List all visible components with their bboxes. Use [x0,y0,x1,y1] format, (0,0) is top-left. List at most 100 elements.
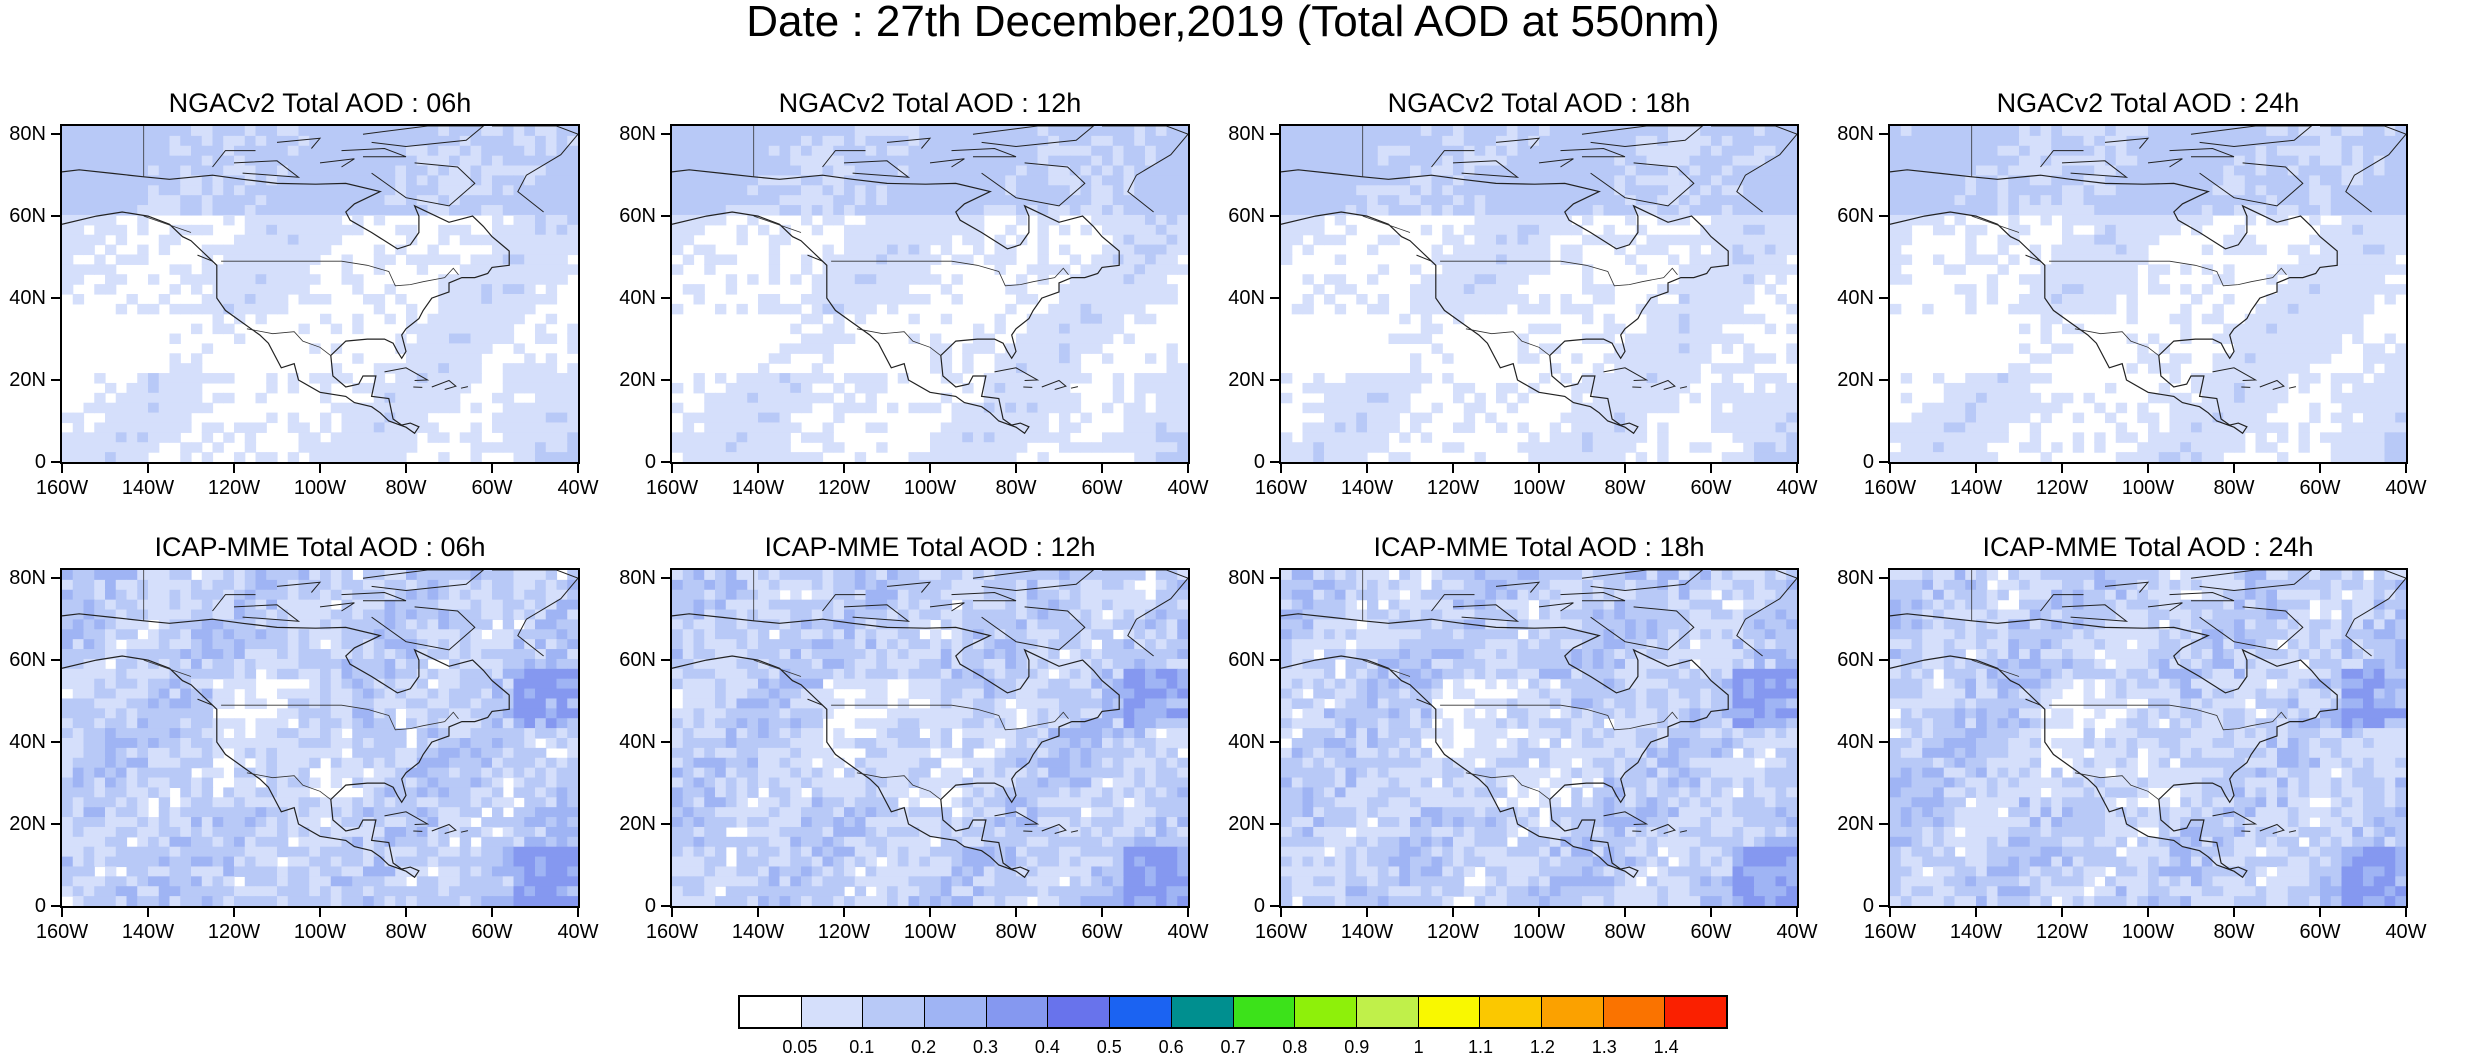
aod-cell [2116,422,2127,432]
aod-cell [1518,422,1529,432]
aod-cell [812,393,823,403]
aod-cell [137,254,148,264]
aod-field [62,126,578,462]
aod-cell [2159,432,2170,442]
aod-cell [780,195,791,205]
aod-cell [288,205,299,215]
aod-cell [535,254,546,264]
aod-cell [503,413,514,423]
aod-cell [1356,156,1367,166]
aod-cell [1453,442,1464,452]
aod-cell [2331,185,2342,195]
aod-cell [1421,156,1432,166]
aod-cell [1604,314,1615,324]
aod-cell [2180,432,2191,442]
aod-cell [1303,146,1314,156]
aod-cell [876,294,887,304]
aod-cell [1102,146,1113,156]
aod-cell [105,136,116,146]
aod-cell [299,324,310,334]
aod-cell [1711,324,1722,334]
aod-cell [503,304,514,314]
aod-cell [352,452,363,462]
aod-cell [898,254,909,264]
aod-cell [342,373,353,383]
aod-cell [1399,403,1410,413]
aod-cell [1113,175,1124,185]
aod-cell [2051,245,2062,255]
aod-cell [2030,136,2041,146]
aod-cell [116,126,127,136]
aod-cell [855,284,866,294]
aod-cell [1081,324,1092,334]
aod-cell [127,580,138,590]
aod-cell [2051,195,2062,205]
aod-cell [2331,413,2342,423]
aod-cell [395,432,406,442]
aod-cell [395,600,406,610]
aod-cell [1113,225,1124,235]
aod-cell [780,403,791,413]
aod-cell [170,600,181,610]
aod-cell [342,452,353,462]
aod-cell [277,610,288,620]
aod-cell [973,452,984,462]
aod-cell [1550,195,1561,205]
aod-cell [2019,274,2030,284]
aod-cell [758,166,769,176]
aod-cell [62,284,73,294]
aod-cell [524,274,535,284]
aod-cell [514,403,525,413]
aod-cell [1303,452,1314,462]
aod-cell [2223,136,2234,146]
aod-cell [546,432,557,442]
aod-cell [1346,156,1357,166]
aod-cell [1059,126,1070,136]
aod-cell [1081,156,1092,166]
aod-cell [1367,442,1378,452]
aod-cell [1124,254,1135,264]
aod-cell [460,363,471,373]
aod-cell [1485,136,1496,146]
aod-cell [288,570,299,580]
aod-cell [876,185,887,195]
aod-cell [535,225,546,235]
aod-cell [546,619,557,629]
aod-cell [876,175,887,185]
aod-cell [2385,136,2396,146]
longitude-tick [61,464,63,473]
aod-cell [1987,166,1998,176]
aod-cell [277,185,288,195]
aod-cell [320,126,331,136]
aod-cell [148,383,159,393]
aod-cell [1987,156,1998,166]
aod-cell [557,383,568,393]
aod-cell [1124,334,1135,344]
aod-cell [1091,274,1102,284]
aod-cell [256,215,267,225]
aod-cell [2234,195,2245,205]
aod-cell [2084,274,2095,284]
aod-cell [1786,245,1797,255]
aod-cell [2309,274,2320,284]
aod-cell [2223,274,2234,284]
aod-cell [1955,175,1966,185]
aod-cell [395,383,406,393]
aod-cell [277,195,288,205]
aod-cell [84,205,95,215]
aod-cell [514,639,525,649]
aod-cell [1378,383,1389,393]
aod-cell [1722,413,1733,423]
aod-cell [790,383,801,393]
aod-cell [524,136,535,146]
aod-cell [812,205,823,215]
aod-cell [1722,274,1733,284]
aod-cell [84,639,95,649]
aod-cell [148,304,159,314]
aod-cell [2342,432,2353,442]
aod-cell [1070,146,1081,156]
aod-cell [1754,185,1765,195]
longitude-tick [319,464,321,473]
aod-cell [1485,175,1496,185]
aod-cell [1944,264,1955,274]
